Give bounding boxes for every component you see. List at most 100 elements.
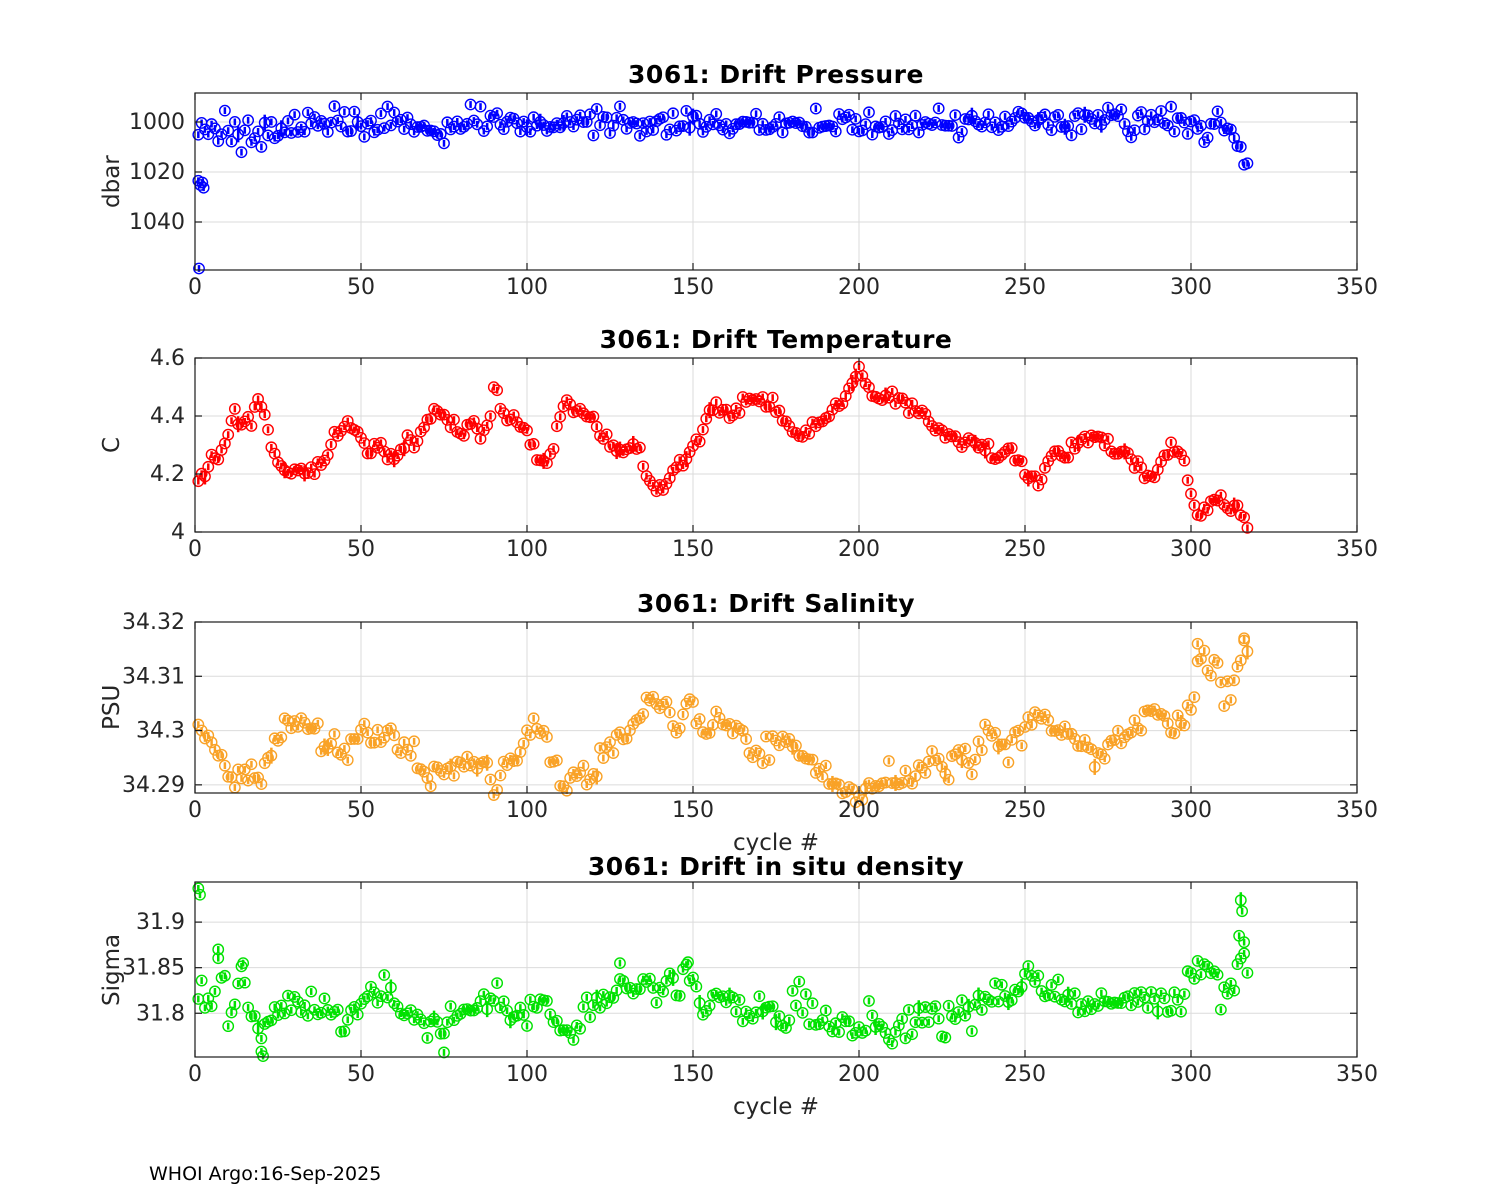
data-point [255,778,268,791]
data-point [196,176,209,189]
data-point [677,120,689,132]
data-point [1228,674,1241,687]
data-point [228,998,241,1011]
y-tick-label: 31.85 [122,956,185,981]
x-tick-label: 200 [838,537,880,562]
data-point [564,1027,577,1039]
data-point [1238,947,1251,960]
data-point [225,1006,238,1019]
data-point [1058,995,1071,1008]
data-point [368,736,381,749]
data-point [912,1002,925,1015]
data-point [1058,451,1071,464]
data-point [527,712,540,725]
data-point [760,730,772,743]
data-point [1118,117,1131,130]
data-point [222,428,235,441]
data-point [1211,657,1224,669]
data-point [1178,454,1191,467]
data-point [1198,644,1211,657]
data-point [1131,722,1144,735]
data-point [590,770,603,783]
data-point [726,991,739,1004]
data-point [693,713,706,725]
data-point [245,758,258,771]
data-point [766,391,779,404]
data-point [746,751,759,764]
data-point [697,423,709,436]
data-point [693,117,706,130]
data-point [657,698,670,711]
data-point [255,400,268,413]
data-point [614,957,626,970]
data-point [378,969,391,981]
data-point [1241,157,1254,170]
data-point [667,720,679,732]
data-point [1168,727,1181,740]
data-point [697,1008,709,1021]
data-point [600,428,613,441]
data-point [265,116,278,128]
data-point [633,983,646,996]
x-tick-label: 250 [1004,537,1046,562]
data-point [959,742,972,755]
y-tick-label: 4.6 [150,346,185,371]
data-point [909,1016,922,1029]
pressure-subplot: 0 50 100 150 200 250 300 350 1000 1020 1040 [129,92,1378,300]
data-point [992,124,1005,136]
data-point [942,773,955,786]
data-point [750,393,762,405]
data-point [653,702,666,715]
data-point [222,1020,235,1033]
data-point [570,405,583,417]
data-point [660,695,673,708]
data-point [541,731,553,743]
data-point [716,403,729,416]
data-point [667,107,679,120]
data-point [441,413,454,426]
data-point [766,1000,779,1013]
data-point [786,984,799,997]
data-point [252,393,264,405]
pressure-ylabel: dbar [99,155,125,208]
data-point [1122,447,1134,459]
data-point [999,990,1011,1002]
axis-box [194,357,1358,533]
data-point [272,456,284,469]
data-point [673,722,686,735]
data-point [504,752,517,765]
data-point [521,424,533,437]
data-point [248,1010,261,1022]
data-point [916,1016,928,1029]
data-point [723,412,736,425]
data-point [743,1009,756,1022]
data-point [1125,999,1138,1012]
data-point [1122,125,1134,138]
data-point [846,377,859,389]
data-point [408,441,421,454]
data-point [783,420,796,432]
data-point [989,977,1002,990]
data-point [388,997,401,1010]
data-point [1238,511,1251,524]
data-point [1098,752,1111,765]
data-point [278,1007,291,1020]
data-point [965,1025,978,1038]
data-point [258,408,271,421]
data-point [657,111,670,124]
data-point [710,987,723,1000]
data-point [1238,936,1251,949]
data-point [936,424,948,437]
data-point [680,104,693,117]
data-point [411,121,424,133]
y-tick-label: 34.31 [122,664,185,689]
data-point [421,1032,434,1044]
data-point [946,120,958,132]
data-point [298,125,311,138]
data-point [391,449,404,462]
data-point [209,985,221,998]
data-point [464,1004,477,1017]
data-point [252,771,264,784]
data-point [932,1012,945,1025]
data-point [338,742,351,755]
